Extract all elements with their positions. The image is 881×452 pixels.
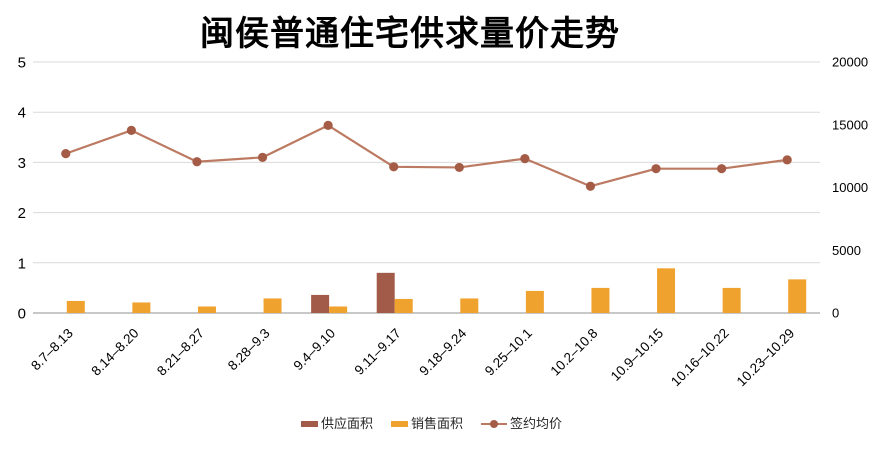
left-axis-tick-label: 1 (18, 255, 26, 272)
right-axis-tick-label: 15000 (832, 117, 868, 132)
price-marker (782, 155, 792, 165)
sales-area-bar (788, 279, 807, 313)
x-axis-label: 8.7–8.13 (28, 326, 76, 374)
x-axis-label: 9.11–9.17 (351, 326, 403, 378)
sales-area-bar (66, 300, 85, 313)
price-marker (520, 154, 530, 164)
price-marker (454, 162, 464, 173)
sales-area-swatch-icon (390, 421, 408, 427)
sales-area-bar (263, 298, 282, 313)
sales-area-bar (722, 287, 741, 313)
right-axis-tick-label: 20000 (832, 55, 868, 70)
price-line-swatch-icon (481, 420, 507, 429)
sales-area-bar (525, 290, 544, 313)
x-axis-label: 8.14–8.20 (88, 326, 141, 379)
left-axis-tick-label: 2 (18, 205, 26, 222)
x-axis-label: 8.21–8.27 (154, 326, 207, 379)
sales-area-bar (329, 306, 348, 313)
left-axis-tick-label: 0 (18, 306, 26, 323)
price-marker (257, 152, 268, 162)
legend-item-price: 签约均价 (481, 417, 562, 431)
price-marker (61, 149, 71, 159)
legend-label-sales: 销售面积 (410, 416, 463, 431)
x-axis-label: 10.2–10.8 (548, 326, 601, 379)
x-axis-label: 8.28–9.3 (225, 326, 273, 374)
right-axis-tick-label: 5000 (832, 243, 861, 258)
price-marker (126, 125, 136, 135)
sales-area-bar (197, 306, 216, 313)
price-marker (192, 157, 202, 167)
left-axis-tick-label: 3 (18, 155, 26, 172)
x-axis-label: 9.25–10.1 (482, 326, 535, 379)
chart-title: 闽侯普通住宅供求量价走势 (200, 15, 620, 53)
left-axis-tick-label: 4 (18, 105, 26, 122)
supply-area-bar (376, 272, 395, 313)
x-axis-label: 9.18–9.24 (416, 325, 469, 378)
legend-label-supply: 供应面积 (320, 416, 373, 431)
legend-item-supply: 供应面积 (300, 416, 373, 431)
sales-area-bar (460, 298, 479, 313)
price-marker (585, 181, 596, 191)
sales-area-bar (132, 302, 151, 313)
right-axis-tick-label: 0 (832, 306, 839, 321)
x-axis-label: 10.16–10.22 (668, 326, 732, 390)
x-axis-label: 10.9–10.15 (608, 326, 666, 384)
sales-area-bar (657, 268, 676, 313)
x-axis-label: 10.23–10.29 (734, 326, 798, 390)
right-axis-tick-label: 10000 (832, 180, 868, 195)
price-line (65, 124, 788, 188)
supply-area-bar (311, 294, 330, 313)
left-axis-tick-label: 5 (18, 55, 26, 72)
price-marker (717, 164, 727, 174)
price-marker (651, 164, 661, 174)
sales-area-bar (591, 287, 610, 313)
legend-item-sales: 销售面积 (390, 416, 463, 431)
x-axis-label: 9.4–9.10 (290, 326, 338, 374)
supply-area-swatch-icon (300, 421, 318, 427)
sales-area-bar (394, 298, 413, 313)
chart-legend: 供应面积 销售面积 签约均价 (0, 417, 863, 431)
price-marker (389, 162, 399, 172)
price-marker (323, 120, 333, 130)
price-marker-sample (490, 420, 498, 428)
legend-label-price: 签约均价 (510, 416, 563, 431)
